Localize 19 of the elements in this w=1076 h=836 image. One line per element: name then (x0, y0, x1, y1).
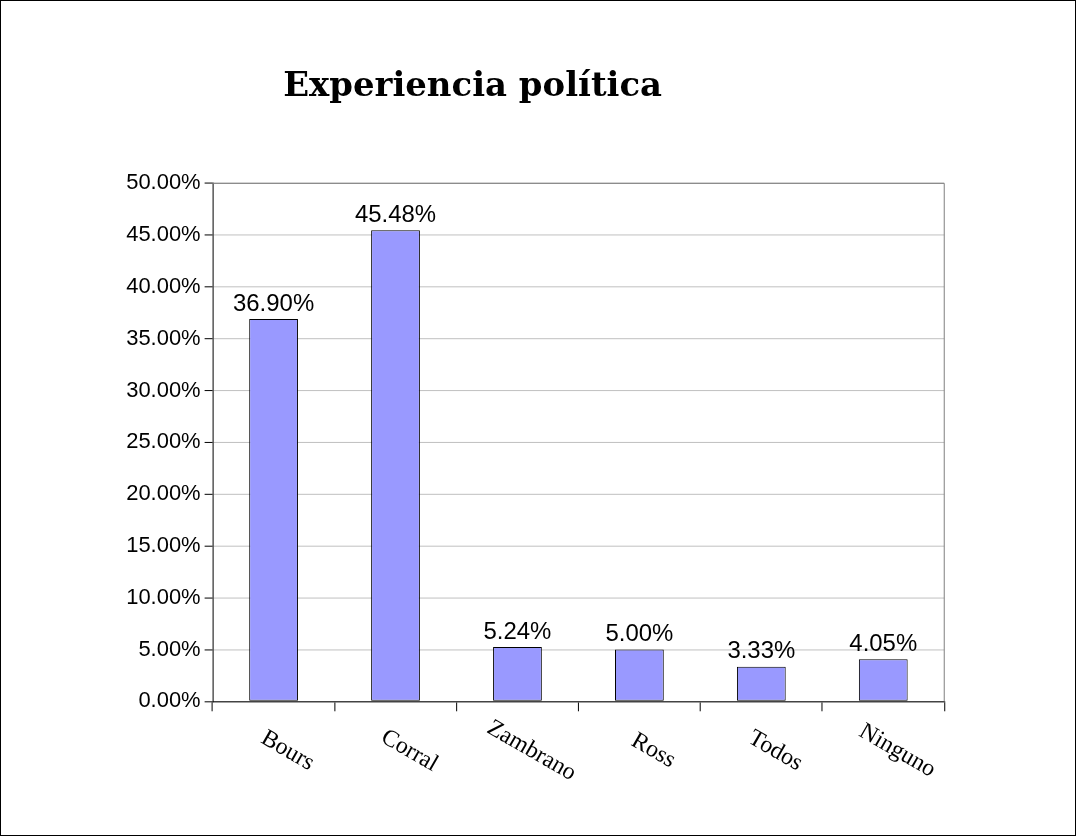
y-tick-label: 30.00% (126, 376, 201, 402)
y-tick-label: 20.00% (126, 480, 201, 506)
y-tick-label: 25.00% (126, 428, 201, 454)
data-label: 5.24% (483, 616, 552, 644)
y-tick-label: 0.00% (138, 687, 201, 713)
data-label: 36.90% (232, 288, 315, 316)
data-label: 3.33% (727, 636, 796, 664)
chart-title: Experiencia política (283, 64, 663, 104)
y-tick-label: 35.00% (126, 324, 201, 350)
y-tick-label: 15.00% (126, 531, 201, 557)
x-tick-label: Ross (627, 726, 681, 773)
y-tick-label: 45.00% (126, 221, 201, 247)
y-tick-label: 5.00% (138, 635, 201, 661)
y-tick-label: 50.00% (126, 169, 201, 195)
data-label: 45.48% (354, 199, 437, 227)
data-label: 5.00% (605, 619, 674, 647)
y-tick-label: 40.00% (126, 273, 201, 298)
y-tick-label: 10.00% (126, 583, 201, 609)
data-label: 4.05% (849, 629, 918, 657)
